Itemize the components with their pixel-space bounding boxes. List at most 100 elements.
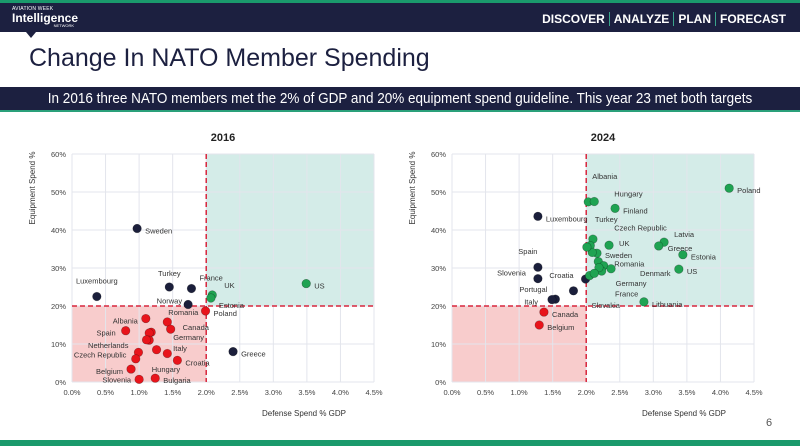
chart-title: 2024 [591, 132, 616, 144]
data-label: Canada [552, 310, 579, 319]
data-point-romania[interactable] [162, 317, 172, 327]
data-point-estonia[interactable] [678, 250, 688, 260]
x-tick-label: 4.5% [365, 388, 382, 397]
data-label: Luxembourg [76, 277, 118, 286]
data-point-denmark[interactable] [606, 264, 616, 274]
data-label: Finland [623, 206, 648, 215]
data-label: Norway [157, 296, 183, 305]
data-label: Greece [668, 244, 693, 253]
x-tick-label: 2.5% [231, 388, 248, 397]
logo-line3: NETWORK [53, 23, 75, 28]
data-point-sweden[interactable] [132, 223, 142, 234]
logo-line1: AVIATION WEEK [12, 6, 54, 12]
x-tick-label: 0.0% [443, 388, 460, 397]
data-label: Germany [173, 333, 204, 342]
x-tick-label: 4.5% [745, 388, 762, 397]
data-point-spain[interactable] [533, 262, 543, 272]
data-point-us[interactable] [674, 264, 684, 274]
data-point-norway[interactable] [183, 299, 193, 310]
data-label: Romania [168, 308, 199, 317]
navbar: AVIATION WEEK Intelligence NETWORK DISCO… [0, 3, 800, 32]
data-point-slovenia[interactable] [533, 274, 543, 284]
nav-discover[interactable]: DISCOVER [542, 12, 605, 26]
data-label: Lithuania [652, 300, 683, 309]
x-tick-label: 3.5% [678, 388, 695, 397]
data-label: US [314, 282, 324, 291]
data-point-finland[interactable] [610, 203, 620, 213]
data-point-luxembourg[interactable] [533, 211, 543, 221]
nav-forecast[interactable]: FORECAST [715, 12, 790, 26]
data-point-hungary[interactable] [131, 354, 141, 364]
data-label: Belgium [547, 323, 574, 332]
nav-plan[interactable]: PLAN [673, 12, 715, 26]
data-point-estonia[interactable] [206, 293, 216, 303]
data-label: Estonia [691, 253, 717, 262]
data-point-netherlands[interactable] [141, 335, 152, 345]
data-label: Luxembourg [546, 214, 588, 223]
data-point-belgium[interactable] [126, 364, 136, 374]
data-label: Greece [241, 350, 266, 359]
x-tick-label: 3.0% [645, 388, 662, 397]
y-axis-label: Equipment Spend % [408, 152, 417, 225]
y-tick-label: 10% [431, 340, 446, 349]
data-point-croatia[interactable] [568, 286, 579, 296]
y-tick-label: 50% [431, 188, 446, 197]
data-label: US [687, 267, 697, 276]
data-point[interactable] [582, 242, 592, 252]
data-label: Latvia [674, 230, 695, 239]
logo[interactable]: AVIATION WEEK Intelligence NETWORK [12, 7, 78, 28]
data-point-croatia[interactable] [172, 355, 182, 365]
nav-analyze[interactable]: ANALYZE [608, 12, 674, 26]
data-label: Denmark [640, 269, 671, 278]
data-point-canada[interactable] [539, 307, 549, 317]
data-point-bulgaria[interactable] [150, 373, 160, 383]
data-point-poland[interactable] [724, 183, 734, 193]
data-label: Hungary [152, 365, 181, 374]
y-axis-label: Equipment Spend % [28, 152, 37, 225]
data-point[interactable] [151, 345, 162, 355]
subtitle-text: In 2016 three NATO members met the 2% of… [47, 90, 753, 107]
data-point-lithuania[interactable] [639, 297, 649, 307]
x-tick-label: 4.0% [332, 388, 349, 397]
data-label: Albania [592, 172, 618, 181]
logo-notch [26, 32, 36, 38]
data-point-albania[interactable] [141, 313, 151, 324]
data-label: Slovakia [592, 301, 621, 310]
data-point[interactable] [162, 348, 172, 359]
data-label: Italy [524, 298, 538, 307]
data-point-slovenia[interactable] [134, 374, 144, 384]
data-point-belgium[interactable] [534, 320, 544, 330]
data-label: Hungary [614, 190, 643, 199]
data-point-luxembourg[interactable] [92, 291, 102, 302]
data-point-us[interactable] [301, 278, 311, 289]
data-label: Belgium [96, 367, 123, 376]
data-point-greece[interactable] [228, 347, 238, 357]
data-point-greece[interactable] [654, 241, 664, 251]
bottom-accent-line [0, 440, 800, 446]
data-point-italy[interactable] [547, 294, 557, 305]
x-axis-label: Defense Spend % GDP [262, 409, 346, 418]
data-label: Poland [214, 309, 237, 318]
y-tick-label: 30% [431, 264, 446, 273]
top-accent-line [0, 0, 800, 3]
data-point-poland[interactable] [200, 306, 211, 316]
data-point-turkey[interactable] [164, 282, 174, 292]
logo-line2: Intelligence [12, 11, 79, 25]
data-point[interactable] [589, 268, 599, 278]
data-point-hungary[interactable] [589, 196, 599, 207]
data-point-france[interactable] [594, 263, 604, 273]
data-point-uk[interactable] [604, 240, 614, 250]
x-tick-label: 3.0% [265, 388, 282, 397]
data-label: Portugal [519, 285, 547, 294]
data-point-spain[interactable] [121, 326, 131, 336]
x-tick-label: 0.0% [63, 388, 80, 397]
page-title: Change In NATO Member Spending [29, 44, 430, 72]
y-tick-label: 20% [51, 302, 66, 311]
x-tick-label: 1.0% [511, 388, 528, 397]
data-point-canada[interactable] [166, 324, 176, 334]
data-label: Czech Republic [74, 350, 127, 359]
data-label: Slovenia [102, 375, 132, 384]
data-point-france[interactable] [186, 283, 197, 294]
data-point[interactable] [587, 247, 597, 258]
